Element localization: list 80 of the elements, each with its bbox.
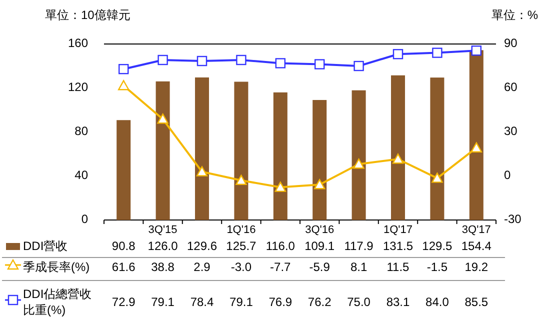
y2-tick-label: -30 [504, 212, 522, 226]
y2-tick-label: 60 [504, 80, 518, 94]
point [236, 54, 246, 66]
point [432, 48, 442, 58]
data-label: 76.9 [268, 295, 292, 310]
data-label: -3.0 [230, 260, 252, 274]
point [157, 113, 168, 124]
data-label: 154.4 [461, 239, 492, 254]
point [118, 80, 130, 90]
bar [195, 77, 209, 220]
y2-tick-label: 0 [504, 168, 511, 182]
y-tick-label: 120 [68, 80, 88, 94]
bar [391, 75, 405, 220]
y2-tick-label: 30 [504, 124, 518, 138]
data-label: -1.5 [426, 260, 448, 274]
bar [469, 50, 484, 220]
point [471, 46, 482, 56]
x-tick-label: 3Q'17 [462, 224, 491, 236]
bar [430, 78, 444, 220]
data-label: 79.1 [230, 295, 254, 310]
data-label: 79.1 [151, 295, 175, 310]
bar [273, 92, 288, 220]
data-label: 90.8 [112, 239, 136, 254]
data-label: 76.2 [308, 295, 332, 310]
data-label: 72.9 [112, 295, 136, 310]
data-label: 131.5 [382, 239, 414, 254]
data-label: 125.7 [226, 239, 257, 254]
bar [116, 120, 131, 220]
point [274, 182, 286, 192]
bar [156, 81, 170, 220]
bar [234, 82, 248, 220]
point [470, 142, 482, 152]
data-label: 78.4 [190, 295, 214, 310]
data-label: 75.0 [347, 295, 371, 310]
text: 單位：% [491, 8, 538, 22]
text: 單位：10億韓元 [45, 8, 130, 22]
data-label: -7.7 [270, 260, 292, 274]
x-tick-label: 3Q'15 [148, 224, 178, 236]
data-label: 129.6 [186, 239, 218, 254]
data-label: 83.1 [386, 295, 410, 310]
point [354, 60, 364, 72]
y-tick-label: 0 [81, 212, 88, 226]
data-label: 11.5 [386, 260, 410, 274]
bar [352, 90, 366, 220]
point [275, 58, 286, 68]
point [236, 174, 247, 185]
y-tick-label: 40 [74, 168, 88, 182]
point [353, 158, 364, 169]
point [118, 64, 129, 74]
x-tick-label: 1Q'16 [226, 224, 256, 236]
data-label: 8.1 [350, 260, 368, 274]
point [432, 172, 443, 183]
y-tick-label: 160 [68, 36, 88, 50]
x-tick-label: 3Q'16 [305, 224, 334, 236]
data-label: 109.1 [304, 239, 335, 254]
data-label: 117.9 [344, 239, 374, 254]
legend-label: 季成長率(%) [23, 260, 90, 274]
bar [312, 100, 327, 220]
point [196, 56, 208, 66]
point [196, 166, 208, 176]
data-label: 84.0 [426, 295, 450, 310]
legend-label: DDI佔總營收比重(%) [23, 287, 92, 318]
x-tick-label: 1Q'17 [383, 224, 413, 236]
data-label: 129.5 [422, 239, 453, 254]
point [314, 59, 325, 70]
data-label: 2.9 [194, 260, 211, 274]
data-label: 38.8 [151, 260, 175, 274]
data-label: 126.0 [148, 239, 178, 254]
y2-tick-label: 90 [504, 36, 518, 50]
point [314, 179, 326, 190]
point [392, 154, 404, 164]
data-label: 19.2 [464, 260, 488, 274]
data-label: 61.6 [112, 260, 136, 274]
y-tick-label: 80 [74, 124, 88, 138]
data-label: 116.0 [266, 239, 296, 254]
data-label: 85.5 [464, 295, 488, 310]
legend-label: DDI營收 [23, 239, 68, 254]
point [392, 49, 404, 60]
point [158, 54, 168, 66]
data-label: -5.9 [309, 260, 330, 274]
